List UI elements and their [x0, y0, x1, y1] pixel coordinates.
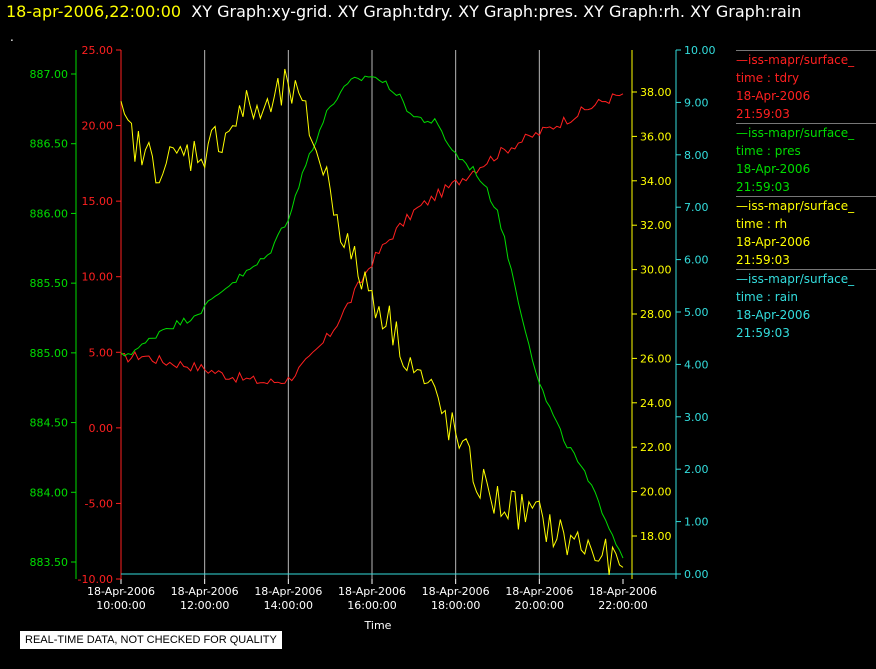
legend-time: 21:59:03	[736, 253, 790, 267]
tdry-tick-label: 15.00	[82, 195, 114, 208]
legend-entry: —iss-mapr/surface_time : rh 18-Apr-2006 21…	[736, 196, 876, 269]
rain-tick-label: 10.00	[684, 44, 716, 57]
legend-date: 18-Apr-2006	[736, 235, 811, 249]
rain-tick-label: 0.00	[684, 568, 709, 581]
rh-tick-label: 20.00	[640, 486, 672, 499]
legend-entry: —iss-mapr/surface_time : rain 18-Apr-2006…	[736, 269, 876, 342]
tdry-tick-label: 20.00	[82, 120, 114, 133]
legend-time: 21:59:03	[736, 326, 790, 340]
header-graph-titles: XY Graph:xy-grid. XY Graph:tdry. XY Grap…	[191, 2, 802, 21]
legend-var: time : pres	[736, 144, 801, 158]
pres-tick-label: 884.50	[30, 417, 69, 430]
legend-name: —iss-mapr/surface_	[736, 272, 855, 286]
pres-series-line	[120, 75, 624, 559]
pres-tick-label: 884.00	[30, 486, 69, 499]
legend-name: —iss-mapr/surface_	[736, 199, 855, 213]
rh-tick-label: 36.00	[640, 130, 672, 143]
rain-tick-label: 5.00	[684, 306, 709, 319]
rh-tick-label: 30.00	[640, 264, 672, 277]
rh-tick-label: 38.00	[640, 86, 672, 99]
pres-tick-label: 885.00	[30, 347, 69, 360]
x-tick-time: 12:00:00	[180, 599, 229, 612]
tdry-tick-label: 10.00	[82, 271, 114, 284]
graph-header: 18-apr-2006,22:00:00 XY Graph:xy-grid. X…	[6, 2, 801, 21]
legend-date: 18-Apr-2006	[736, 89, 811, 103]
rh-tick-label: 26.00	[640, 352, 672, 365]
header-timestamp: 18-apr-2006,22:00:00	[6, 2, 182, 21]
legend-entry: —iss-mapr/surface_time : tdry 18-Apr-2006…	[736, 50, 876, 123]
legend-date: 18-Apr-2006	[736, 308, 811, 322]
rain-tick-label: 8.00	[684, 149, 709, 162]
pres-tick-label: 887.00	[30, 68, 69, 81]
legend: —iss-mapr/surface_ time : tdry 18-Apr-2006…	[736, 50, 876, 342]
pres-tick-label: 886.00	[30, 207, 69, 220]
tdry-tick-label: 5.00	[89, 346, 114, 359]
rh-tick-label: 18.00	[640, 530, 672, 543]
rain-tick-label: 6.00	[684, 254, 709, 267]
rh-tick-label: 28.00	[640, 308, 672, 321]
x-tick-date: 18-Apr-2006	[254, 585, 322, 598]
rain-tick-label: 3.00	[684, 411, 709, 424]
pres-tick-label: 883.50	[30, 556, 69, 569]
rh-series-line	[120, 68, 624, 575]
tdry-tick-label: 0.00	[89, 422, 114, 435]
x-tick-date: 18-Apr-2006	[171, 585, 239, 598]
rh-tick-label: 34.00	[640, 175, 672, 188]
tdry-tick-label: -10.00	[78, 573, 113, 586]
legend-entry: —iss-mapr/surface_time : pres 18-Apr-2006…	[736, 123, 876, 196]
legend-time: 21:59:03	[736, 107, 790, 121]
tdry-tick-label: -5.00	[85, 497, 113, 510]
rain-tick-label: 7.00	[684, 201, 709, 214]
x-tick-time: 10:00:00	[96, 599, 145, 612]
x-tick-time: 18:00:00	[431, 599, 480, 612]
rain-tick-label: 1.00	[684, 516, 709, 529]
legend-var: time : rain	[736, 290, 799, 304]
x-axis-label: Time	[364, 619, 392, 632]
rh-tick-label: 22.00	[640, 441, 672, 454]
quality-notice: REAL-TIME DATA, NOT CHECKED FOR QUALITY	[20, 631, 282, 649]
pres-tick-label: 885.50	[30, 277, 69, 290]
rain-tick-label: 2.00	[684, 463, 709, 476]
rh-tick-label: 24.00	[640, 397, 672, 410]
rain-tick-label: 9.00	[684, 96, 709, 109]
legend-name: —iss-mapr/surface_	[736, 53, 855, 67]
x-tick-date: 18-Apr-2006	[505, 585, 573, 598]
legend-date: 18-Apr-2006	[736, 162, 811, 176]
tdry-series-line	[120, 93, 624, 385]
x-tick-date: 18-Apr-2006	[338, 585, 406, 598]
legend-time: 21:59:03	[736, 180, 790, 194]
x-tick-time: 14:00:00	[264, 599, 313, 612]
rh-tick-label: 32.00	[640, 219, 672, 232]
legend-var: time : rh	[736, 217, 788, 231]
x-tick-time: 20:00:00	[515, 599, 564, 612]
x-tick-date: 18-Apr-2006	[422, 585, 490, 598]
x-tick-date: 18-Apr-2006	[87, 585, 155, 598]
rain-tick-label: 4.00	[684, 358, 709, 371]
legend-var: time : tdry	[736, 71, 800, 85]
pres-tick-label: 886.50	[30, 138, 69, 151]
x-tick-time: 16:00:00	[347, 599, 396, 612]
tdry-tick-label: 25.00	[82, 44, 114, 57]
x-tick-date: 18-Apr-2006	[589, 585, 657, 598]
x-tick-time: 22:00:00	[598, 599, 647, 612]
legend-name: —iss-mapr/surface_	[736, 126, 855, 140]
dot-mark: .	[10, 30, 14, 44]
